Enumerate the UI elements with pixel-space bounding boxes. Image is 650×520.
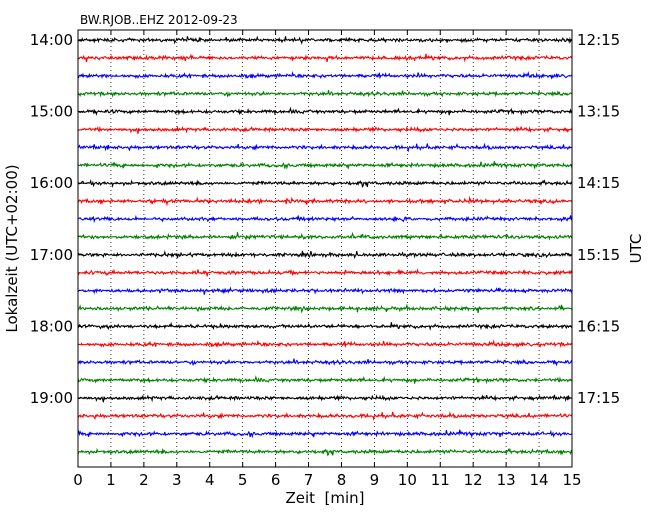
trace-line <box>77 303 573 314</box>
x-tick-label: 13 <box>497 471 516 489</box>
x-tick-label: 0 <box>73 471 83 489</box>
trace-line <box>77 321 573 331</box>
y-tick-label-right: 15:15 <box>577 246 620 264</box>
trace-line <box>77 142 573 153</box>
x-tick-label: 11 <box>431 471 450 489</box>
y-tick-label-right: 13:15 <box>577 103 620 121</box>
y-tick-label-left: 15:00 <box>30 103 73 121</box>
x-tick-label: 10 <box>398 471 417 489</box>
y-axis-label-left: Lokalzeit (UTC+02:00) <box>3 164 21 332</box>
trace-line <box>77 71 573 80</box>
y-tick-label-right: 14:15 <box>577 174 620 192</box>
axis-ticks: 0 1 2 3 4 5 6 7 8 9 10 11 12 13 14 1514:0015:0016:0017:… <box>30 30 620 489</box>
x-grid <box>110 30 540 467</box>
x-tick-label: 12 <box>464 471 483 489</box>
x-tick-label: 8 <box>337 471 347 489</box>
trace-line <box>77 35 573 45</box>
trace-line <box>77 394 573 403</box>
trace-line <box>77 429 573 439</box>
x-tick-label: 6 <box>271 471 281 489</box>
x-tick-label: 7 <box>304 471 314 489</box>
trace-line <box>77 161 573 170</box>
y-axis-label-right: UTC <box>627 234 645 264</box>
x-tick-label: 9 <box>370 471 380 489</box>
trace-line <box>77 375 573 385</box>
trace-line <box>77 195 573 207</box>
x-axis-label: Zeit [min] <box>285 489 364 507</box>
seismic-traces <box>77 35 573 457</box>
trace-line <box>77 231 573 242</box>
y-tick-label-left: 19:00 <box>30 389 73 407</box>
trace-line <box>77 179 573 188</box>
y-tick-label-left: 16:00 <box>30 174 73 192</box>
chart-title: BW.RJOB..EHZ 2012-09-23 <box>80 13 238 27</box>
trace-line <box>77 53 573 63</box>
x-tick-label: 1 <box>106 471 116 489</box>
y-tick-label-left: 18:00 <box>30 317 73 335</box>
trace-line <box>77 286 573 295</box>
x-tick-label: 3 <box>172 471 182 489</box>
y-tick-label-right: 16:15 <box>577 317 620 335</box>
plot-frame <box>77 29 573 468</box>
x-tick-label: 4 <box>205 471 215 489</box>
trace-line <box>77 214 573 224</box>
trace-line <box>77 106 573 116</box>
y-tick-label-right: 17:15 <box>577 389 620 407</box>
trace-line <box>77 358 573 367</box>
x-tick-label: 5 <box>238 471 248 489</box>
trace-line <box>77 268 573 277</box>
trace-line <box>77 447 573 457</box>
y-tick-label-right: 12:15 <box>577 31 620 49</box>
x-tick-label: 15 <box>562 471 581 489</box>
trace-line <box>77 250 573 260</box>
trace-line <box>77 339 573 349</box>
trace-line <box>77 125 573 134</box>
trace-line <box>77 411 573 422</box>
trace-line <box>77 90 573 98</box>
x-tick-label: 14 <box>530 471 549 489</box>
y-tick-label-left: 14:00 <box>30 31 73 49</box>
x-tick-label: 2 <box>139 471 149 489</box>
y-tick-label-left: 17:00 <box>30 246 73 264</box>
